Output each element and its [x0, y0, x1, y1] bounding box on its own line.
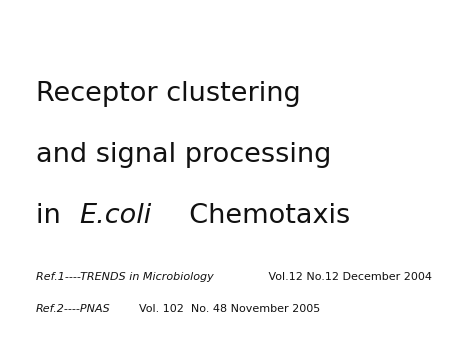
Text: E.coli: E.coli	[79, 203, 151, 229]
Text: Chemotaxis: Chemotaxis	[172, 203, 351, 229]
Text: Ref.1----TRENDS in Microbiology: Ref.1----TRENDS in Microbiology	[36, 272, 214, 282]
Text: Ref.2----PNAS: Ref.2----PNAS	[36, 304, 111, 314]
Text: Vol. 102  No. 48 November 2005: Vol. 102 No. 48 November 2005	[132, 304, 321, 314]
Text: and signal processing: and signal processing	[36, 142, 331, 168]
Text: Receptor clustering: Receptor clustering	[36, 81, 301, 107]
Text: in: in	[36, 203, 69, 229]
Text: Vol.12 No.12 December 2004: Vol.12 No.12 December 2004	[266, 272, 432, 282]
